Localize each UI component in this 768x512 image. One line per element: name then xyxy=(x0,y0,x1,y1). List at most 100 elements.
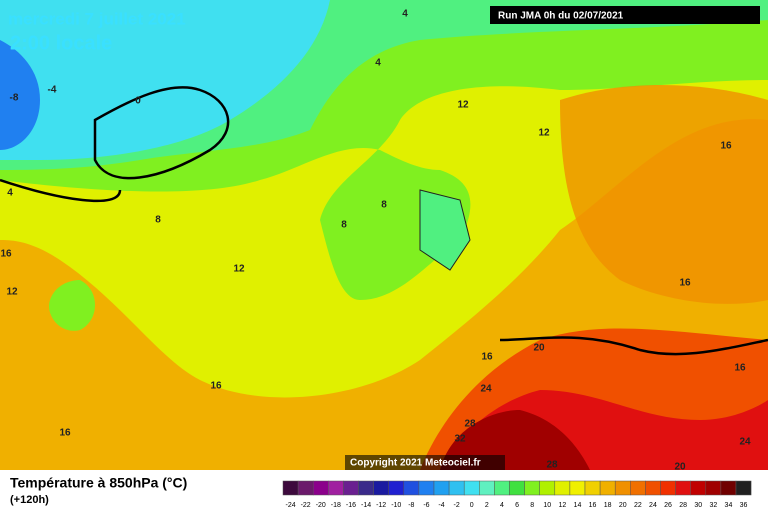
contour-label: 4 xyxy=(7,188,13,199)
colorbar-swatch xyxy=(418,480,435,496)
contour-labels: 4 4 -8 -4 0 4 12 12 16 8 8 8 16 12 12 16 20 16 16 24 16 28 32 1… xyxy=(0,9,751,473)
colorbar-label: 12 xyxy=(558,502,566,509)
contour-label: 24 xyxy=(480,384,492,395)
colorbar-label: 8 xyxy=(530,502,534,509)
colorbar-swatch xyxy=(403,480,420,496)
colorbar-label: 24 xyxy=(649,502,657,509)
contour-label: 8 xyxy=(341,220,347,231)
contour-label: 16 xyxy=(210,381,222,392)
colorbar-swatch xyxy=(463,480,480,496)
colorbar-swatch xyxy=(388,480,405,496)
contour-label: 8 xyxy=(381,200,387,211)
colorbar-label: -22 xyxy=(301,502,311,509)
colorbar-label: 32 xyxy=(709,502,717,509)
contour-label: 0 xyxy=(135,96,141,107)
colorbar-swatch xyxy=(660,480,676,496)
colorbar-swatch xyxy=(735,480,752,496)
colorbar-label: 28 xyxy=(679,502,687,509)
contour-label: 28 xyxy=(546,460,558,471)
colorbar-label: -16 xyxy=(346,502,356,509)
colorbar-swatch xyxy=(509,480,525,496)
colorbar-swatch xyxy=(645,480,661,496)
colorbar-label: 18 xyxy=(604,502,612,509)
contour-label: 12 xyxy=(538,128,550,139)
colorbar-swatch xyxy=(554,480,571,496)
colorbar-label: 22 xyxy=(634,502,642,509)
contour-label: -8 xyxy=(10,93,19,104)
colorbar-swatch xyxy=(297,480,314,496)
colorbar-swatch xyxy=(282,480,299,496)
contour-label: 16 xyxy=(679,278,691,289)
copyright: Copyright 2021 Meteociel.fr xyxy=(350,458,481,469)
colorbar-swatch xyxy=(328,480,344,496)
contour-label: 12 xyxy=(233,264,245,275)
colorbar-label: -8 xyxy=(408,502,414,509)
colorbar-label: 26 xyxy=(664,502,672,509)
colorbar-swatch xyxy=(630,480,646,496)
colorbar-label: -10 xyxy=(391,502,401,509)
colorbar-label: -20 xyxy=(316,502,326,509)
colorbar-label: 14 xyxy=(574,502,582,509)
colorbar-swatch xyxy=(433,480,450,496)
colorbar-swatch xyxy=(539,480,556,496)
contour-label: 16 xyxy=(59,428,71,439)
contour-label: 4 xyxy=(375,58,381,69)
contour-label: 8 xyxy=(155,215,161,226)
time-title: 2:00 locale xyxy=(10,32,112,54)
colorbar-swatch xyxy=(479,480,495,496)
date-title: mercredi 7 juillet 2021 xyxy=(8,9,186,28)
contour-label: 16 xyxy=(0,249,12,260)
contour-label: 16 xyxy=(734,363,746,374)
contour-label: 28 xyxy=(464,419,476,430)
colorbar-swatch xyxy=(599,480,616,496)
colorbar-label: 36 xyxy=(740,502,748,509)
colorbar-label: -24 xyxy=(285,502,295,509)
contour-label: 12 xyxy=(6,287,18,298)
colorbar-swatch xyxy=(614,480,631,496)
colorbar-swatch xyxy=(524,480,540,496)
colorbar: -24 -22 -20 -18 -16 -14 -12 -10 -8 -6 -4 -2 0 2 4 6 8 10 1… xyxy=(282,480,752,509)
contour-label: 32 xyxy=(454,434,466,445)
map-background xyxy=(0,0,768,470)
contour-label: 4 xyxy=(402,9,408,20)
colorbar-label: 34 xyxy=(725,502,733,509)
run-info: Run JMA 0h du 02/07/2021 xyxy=(498,11,624,22)
colorbar-label: -18 xyxy=(331,502,341,509)
contour-label: 20 xyxy=(533,343,545,354)
colorbar-swatch xyxy=(675,480,691,496)
copyright-box xyxy=(345,455,505,470)
contour-label: 24 xyxy=(739,437,751,448)
contour-label: 20 xyxy=(674,462,686,473)
colorbar-swatch xyxy=(343,480,359,496)
footer-title: Température à 850hPa (°C) xyxy=(10,475,187,491)
colorbar-swatch xyxy=(494,480,510,496)
colorbar-label: 10 xyxy=(543,502,551,509)
colorbar-label: -12 xyxy=(376,502,386,509)
contour-label: 16 xyxy=(720,141,732,152)
colorbar-swatch xyxy=(705,480,722,496)
colorbar-label: 4 xyxy=(500,502,504,509)
colorbar-label: 20 xyxy=(619,502,627,509)
contour-label: 16 xyxy=(481,352,493,363)
colorbar-label: 2 xyxy=(485,502,489,509)
colorbar-swatch xyxy=(448,480,465,496)
colorbar-label: -6 xyxy=(423,502,429,509)
colorbar-swatch xyxy=(312,480,329,496)
colorbar-swatch xyxy=(690,480,707,496)
colorbar-label: 6 xyxy=(515,502,519,509)
colorbar-swatch xyxy=(358,480,374,496)
colorbar-swatch xyxy=(373,480,389,496)
colorbar-swatch xyxy=(720,480,737,496)
colorbar-label: -4 xyxy=(438,502,444,509)
contour-label: 12 xyxy=(457,100,469,111)
colorbar-label: -2 xyxy=(454,502,460,509)
footer-subtitle: (+120h) xyxy=(10,494,49,506)
contour-label: -4 xyxy=(48,85,57,96)
colorbar-label: 16 xyxy=(589,502,597,509)
colorbar-swatch xyxy=(584,480,601,496)
colorbar-swatch xyxy=(569,480,586,496)
colorbar-label: 0 xyxy=(470,502,474,509)
colorbar-label: 30 xyxy=(694,502,702,509)
run-box xyxy=(490,6,760,24)
